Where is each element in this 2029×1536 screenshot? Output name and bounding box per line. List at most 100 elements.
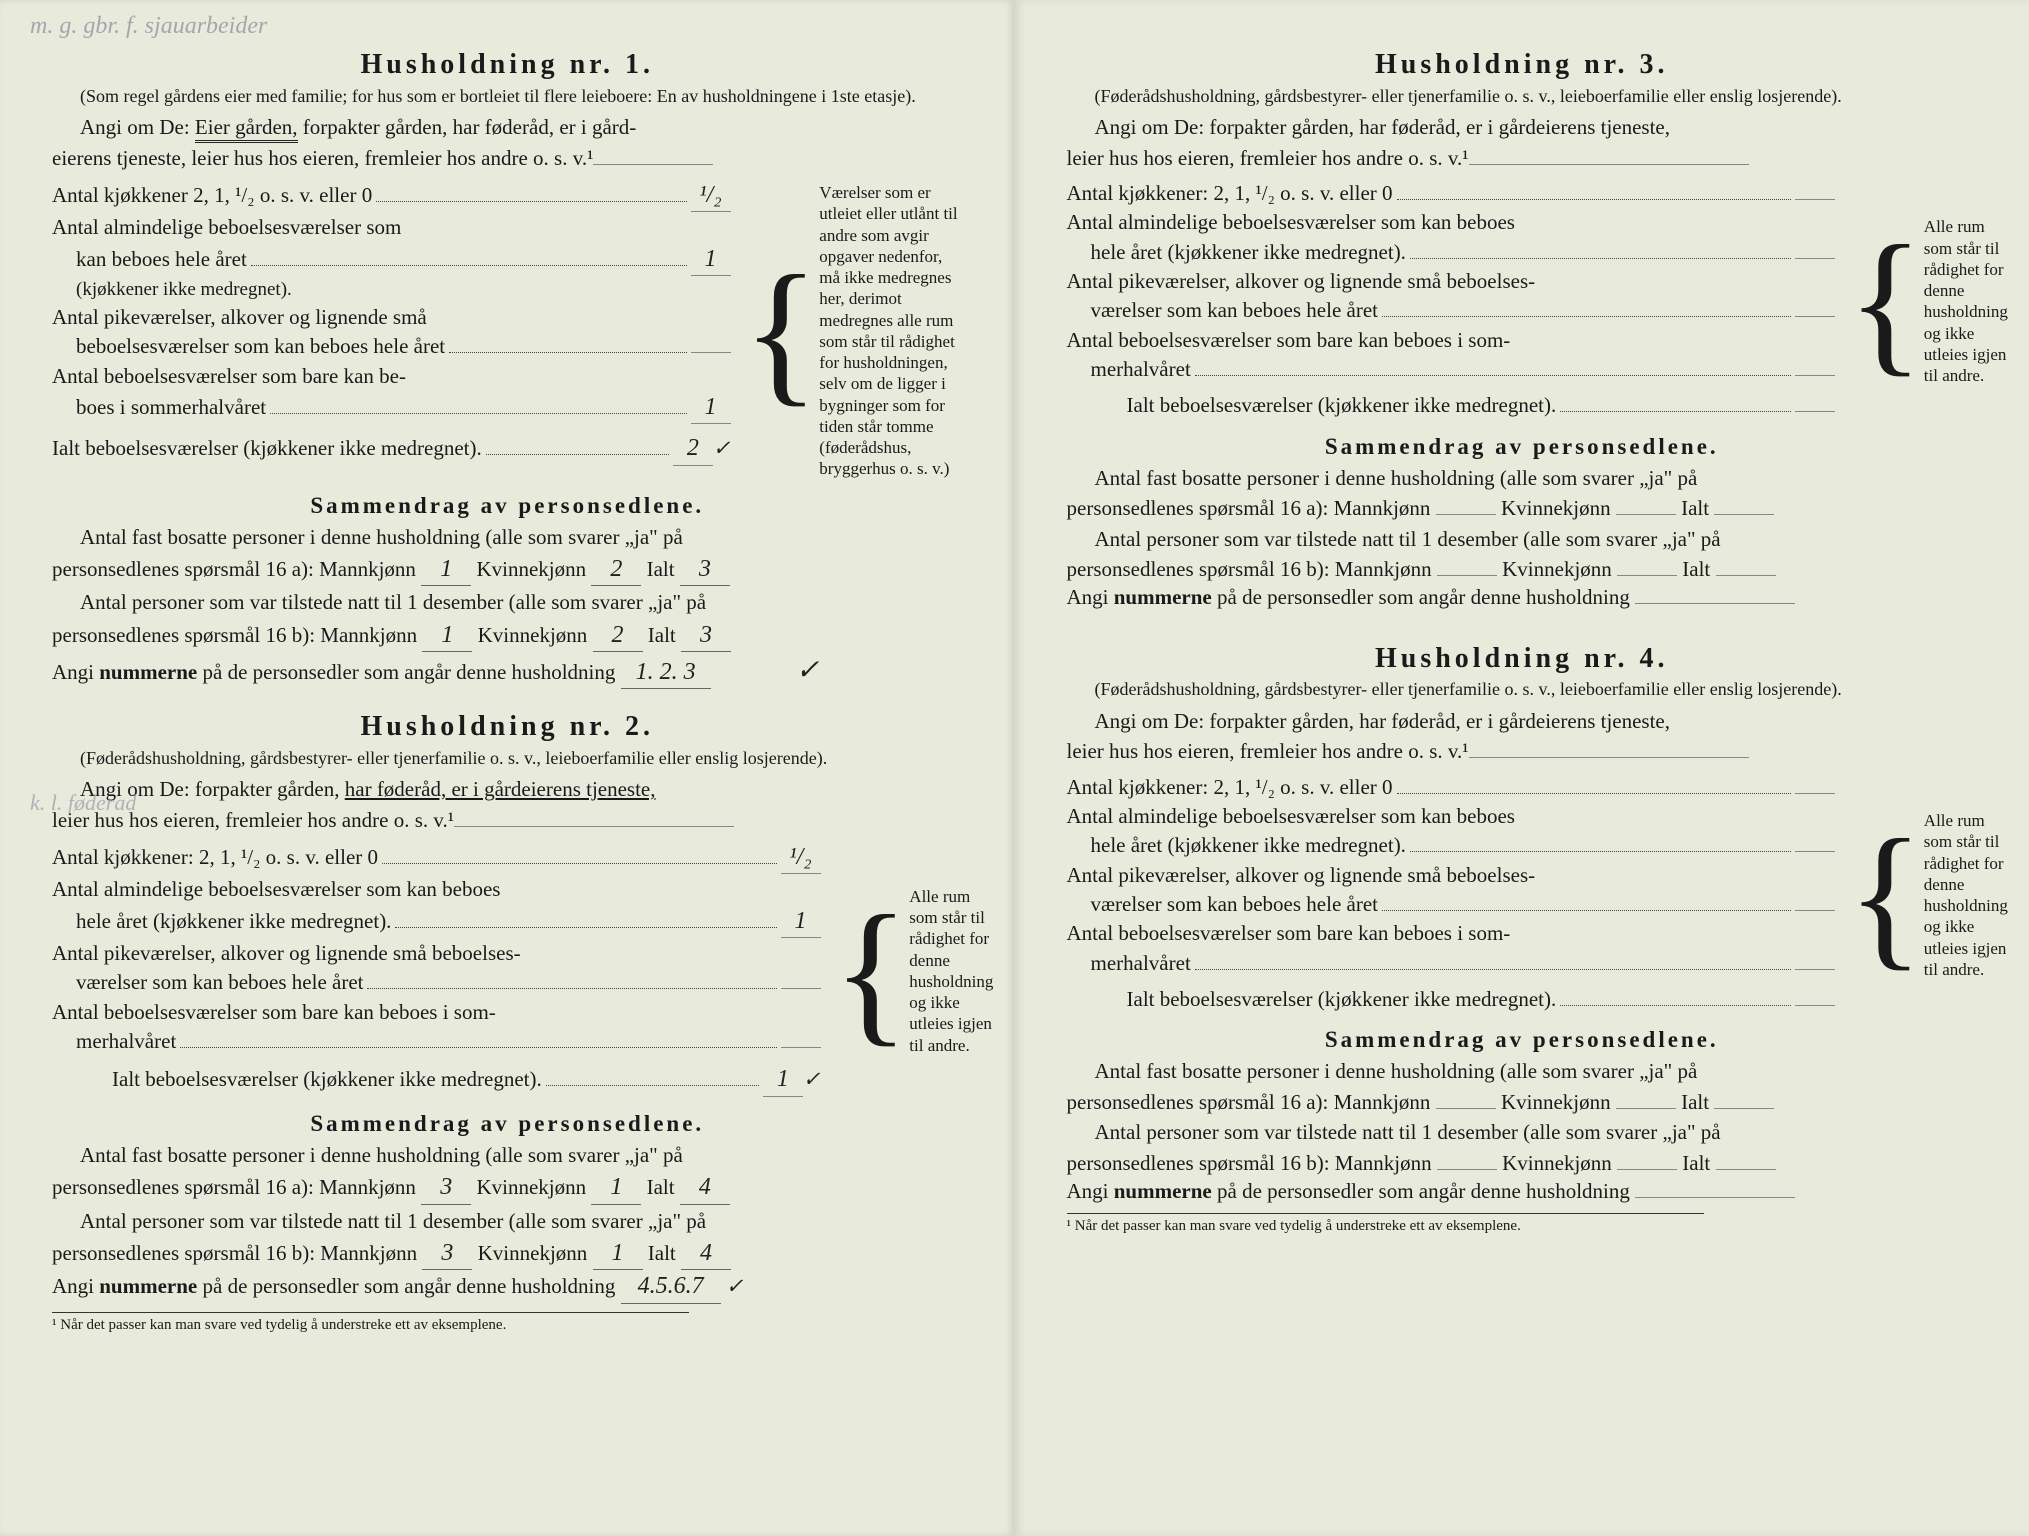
h2-pike-2: værelser som kan beboes hele året — [52, 968, 363, 996]
h2-rooms-block: Antal kjøkkener: 2, 1, ¹/₂ o. s. v. elle… — [52, 840, 963, 1098]
brace-icon: { — [1847, 229, 1924, 373]
h1-pike-2: beboelsesværelser som kan beboes hele år… — [52, 332, 445, 360]
left-footnote: ¹ Når det passer kan man svare ved tydel… — [52, 1312, 689, 1335]
h3-num-val — [1635, 586, 1795, 604]
h2-angi-underlined: har føderåd, er i gårdeierens tjeneste, — [345, 777, 656, 801]
right-footnote: ¹ Når det passer kan man svare ved tydel… — [1067, 1213, 1704, 1236]
h1-side-text: Værelser som er utleiet eller utlånt til… — [819, 182, 962, 480]
brace-icon: { — [833, 899, 910, 1043]
dots — [251, 265, 687, 266]
h3-side: { Alle rum som står til rådighet for den… — [1847, 178, 1977, 421]
h3-pike-2: værelser som kan beboes hele året — [1067, 296, 1378, 324]
h2-sommer-1: Antal beboelsesværelser som bare kan beb… — [52, 998, 821, 1026]
h3-ialt-label: Ialt beboelsesværelser (kjøkkener ikke m… — [1067, 391, 1557, 419]
h2-des-k: 1 — [593, 1237, 643, 1270]
h1-des-1: Antal personer som var tilstede natt til… — [52, 588, 963, 616]
h1-ialt-check: ✓ — [713, 434, 731, 462]
h4-rooms-block: Antal kjøkkener: 2, 1, ¹/₂ o. s. v. elle… — [1067, 772, 1978, 1015]
h1-des-i: 3 — [681, 619, 731, 652]
h1-pike-1: Antal pikeværelser, alkover og lignende … — [52, 303, 731, 331]
h2-angi-1: Angi om De: forpakter gården, har føderå… — [52, 775, 963, 803]
h2-num-rest: på de personsedler som angår denne husho… — [197, 1274, 615, 1298]
h2-fast-i-label: Ialt — [647, 1175, 675, 1199]
h2-title: Husholdning nr. 2. — [52, 708, 963, 746]
h4-num-row: Angi nummerne på de personsedler som ang… — [1067, 1177, 1978, 1205]
dots — [1397, 199, 1791, 200]
h3-des-2: personsedlenes spørsmål 16 b): Mannkjønn… — [1067, 555, 1978, 583]
h1-des-m: 1 — [422, 619, 472, 652]
h2-fast-k: 1 — [591, 1171, 641, 1204]
h1-ialt-row: Ialt beboelsesværelser (kjøkkener ikke m… — [52, 432, 731, 465]
h2-kjokken-val: ¹/₂ — [781, 841, 821, 874]
h2-fast-2: personsedlenes spørsmål 16 a): Mannkjønn… — [52, 1171, 963, 1204]
h3-pike-val — [1795, 316, 1835, 317]
h3-fast-k — [1616, 497, 1676, 515]
h1-fast-2: personsedlenes spørsmål 16 a): Mannkjønn… — [52, 553, 963, 586]
h1-sammen-title: Sammendrag av personsedlene. — [52, 490, 963, 521]
h4-des-k-label: Kvinnekjønn — [1502, 1151, 1612, 1175]
h1-kjokken-label: Antal kjøkkener 2, 1, ¹/₂ o. s. v. eller… — [52, 181, 372, 209]
h3-alm-row: hele året (kjøkkener ikke medregnet). — [1067, 238, 1836, 266]
h4-sammen-title: Sammendrag av personsedlene. — [1067, 1024, 1978, 1055]
h1-num-pre: Angi — [52, 660, 99, 684]
dots — [1560, 411, 1791, 412]
h4-pike-val — [1795, 910, 1835, 911]
h2-fast-k-label: Kvinnekjønn — [476, 1175, 586, 1199]
h2-sommer-2: merhalvåret — [52, 1027, 176, 1055]
h3-angi-2-text: leier hus hos eieren, fremleier hos andr… — [1067, 146, 1469, 170]
h4-num-pre: Angi — [1067, 1179, 1114, 1203]
h3-num-row: Angi nummerne på de personsedler som ang… — [1067, 583, 1978, 611]
h4-ialt-label: Ialt beboelsesværelser (kjøkkener ikke m… — [1067, 985, 1557, 1013]
h2-des-k-label: Kvinnekjønn — [478, 1241, 588, 1265]
h3-des-1: Antal personer som var tilstede natt til… — [1067, 525, 1978, 553]
h4-kjokken-label: Antal kjøkkener: 2, 1, ¹/₂ o. s. v. elle… — [1067, 773, 1393, 801]
h1-subnote: (Som regel gårdens eier med familie; for… — [52, 86, 963, 108]
h1-ialt-label: Ialt beboelsesværelser (kjøkkener ikke m… — [52, 434, 482, 462]
h3-side-text: Alle rum som står til rådighet for denne… — [1924, 216, 2008, 386]
h4-angi-1: Angi om De: forpakter gården, har føderå… — [1067, 707, 1978, 735]
h1-angi-1: Angi om De: Eier gården, forpakter gårde… — [52, 113, 963, 141]
h3-rooms-main: Antal kjøkkener: 2, 1, ¹/₂ o. s. v. elle… — [1067, 178, 1836, 421]
h1-sommer-1: Antal beboelsesværelser som bare kan be- — [52, 362, 731, 390]
h1-fast-m: 1 — [421, 553, 471, 586]
h2-ialt-row: Ialt beboelsesværelser (kjøkkener ikke m… — [52, 1063, 821, 1096]
h2-ialt-val: 1 — [763, 1063, 803, 1096]
h2-angi-2: leier hus hos eieren, fremleier hos andr… — [52, 806, 963, 834]
h4-alm-2: hele året (kjøkkener ikke medregnet). — [1067, 831, 1406, 859]
dots — [382, 863, 776, 864]
h1-alm-sub: (kjøkkener ikke medregnet). — [52, 277, 731, 303]
h3-rooms-block: Antal kjøkkener: 2, 1, ¹/₂ o. s. v. elle… — [1067, 178, 1978, 421]
h4-kjokken-row: Antal kjøkkener: 2, 1, ¹/₂ o. s. v. elle… — [1067, 773, 1836, 801]
h2-num-pre: Angi — [52, 1274, 99, 1298]
h4-num-rest: på de personsedler som angår denne husho… — [1212, 1179, 1630, 1203]
h4-kjokken-val — [1795, 793, 1835, 794]
h3-sommer-val — [1795, 375, 1835, 376]
h2-ialt-label: Ialt beboelsesværelser (kjøkkener ikke m… — [52, 1065, 542, 1093]
h4-subnote: (Føderådshusholdning, gårdsbestyrer- ell… — [1067, 679, 1978, 701]
h4-fast-2-label: personsedlenes spørsmål 16 a): Mannkjønn — [1067, 1090, 1431, 1114]
h4-angi-blank — [1469, 740, 1749, 758]
h1-alm-row: kan beboes hele året 1 — [52, 243, 731, 276]
h4-ialt-row: Ialt beboelsesværelser (kjøkkener ikke m… — [1067, 985, 1836, 1013]
h4-side-text: Alle rum som står til rådighet for denne… — [1924, 810, 2008, 980]
left-page: m. g. gbr. f. sjauarbeider Husholdning n… — [0, 0, 1015, 1536]
h3-fast-k-label: Kvinnekjønn — [1501, 496, 1611, 520]
h3-kjokken-row: Antal kjøkkener: 2, 1, ¹/₂ o. s. v. elle… — [1067, 179, 1836, 207]
h4-fast-i — [1714, 1091, 1774, 1109]
h3-des-k-label: Kvinnekjønn — [1502, 557, 1612, 581]
h2-pike-1: Antal pikeværelser, alkover og lignende … — [52, 939, 821, 967]
h3-fast-i — [1714, 497, 1774, 515]
h4-sommer-1: Antal beboelsesværelser som bare kan beb… — [1067, 919, 1836, 947]
h2-sommer-row: merhalvåret — [52, 1027, 821, 1055]
h3-alm-1: Antal almindelige beboelsesværelser som … — [1067, 208, 1836, 236]
h4-des-i — [1716, 1152, 1776, 1170]
h4-des-i-label: Ialt — [1682, 1151, 1710, 1175]
h4-des-2: personsedlenes spørsmål 16 b): Mannkjønn… — [1067, 1149, 1978, 1177]
h3-num-bold: nummerne — [1114, 585, 1212, 609]
h3-alm-val — [1795, 258, 1835, 259]
h4-alm-val — [1795, 851, 1835, 852]
h2-des-i-label: Ialt — [648, 1241, 676, 1265]
h2-pike-row: værelser som kan beboes hele året — [52, 968, 821, 996]
dots — [395, 927, 776, 928]
h2-pike-val — [781, 988, 821, 989]
